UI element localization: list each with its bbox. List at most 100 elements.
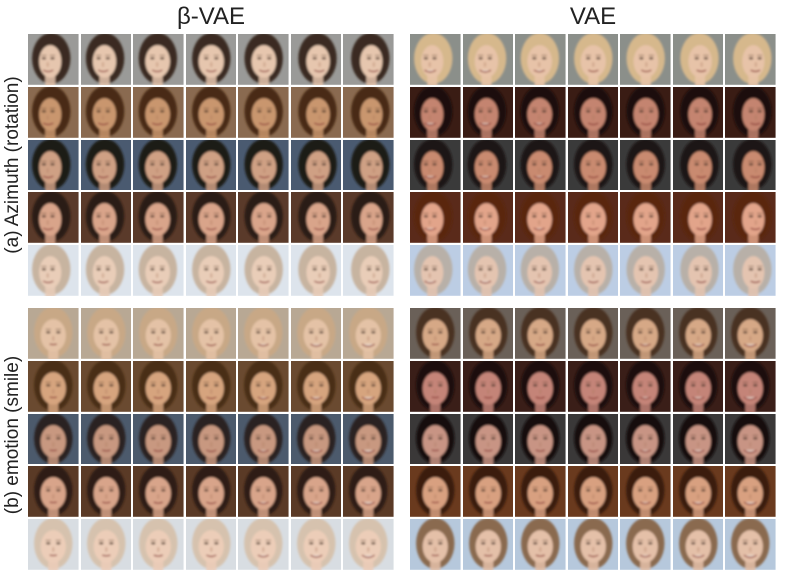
- face-thumbnail: [462, 192, 514, 244]
- face-thumbnail: [410, 360, 461, 412]
- face-thumbnail: [133, 86, 184, 138]
- face-thumbnail: [80, 413, 132, 465]
- face-thumbnail: [28, 139, 79, 191]
- face-thumbnail: [290, 139, 342, 191]
- face-thumbnail: [410, 413, 461, 465]
- face-thumbnail: [80, 86, 132, 138]
- face-thumbnail: [515, 245, 566, 296]
- face-thumbnail: [620, 466, 671, 518]
- face-thumbnail: [238, 192, 289, 244]
- emotion-beta-vae-grid: [28, 308, 394, 570]
- face-thumbnail: [343, 192, 394, 244]
- face-thumbnail: [672, 413, 724, 465]
- face-thumbnail: [620, 519, 671, 570]
- face-thumbnail: [515, 413, 566, 465]
- face-thumbnail: [80, 34, 132, 85]
- face-thumbnail: [620, 413, 671, 465]
- face-thumbnail: [290, 413, 342, 465]
- face-thumbnail: [462, 139, 514, 191]
- face-thumbnail: [410, 139, 461, 191]
- face-thumbnail: [725, 519, 776, 570]
- face-thumbnail: [515, 308, 566, 359]
- face-thumbnail: [567, 192, 619, 244]
- face-thumbnail: [410, 86, 461, 138]
- face-thumbnail: [290, 34, 342, 85]
- face-thumbnail: [238, 308, 289, 359]
- face-thumbnail: [343, 34, 394, 85]
- face-thumbnail: [672, 86, 724, 138]
- face-thumbnail: [185, 466, 237, 518]
- face-thumbnail: [725, 308, 776, 359]
- face-thumbnail: [80, 139, 132, 191]
- face-thumbnail: [185, 192, 237, 244]
- face-thumbnail: [238, 466, 289, 518]
- face-thumbnail: [80, 360, 132, 412]
- face-thumbnail: [238, 86, 289, 138]
- face-thumbnail: [515, 360, 566, 412]
- face-thumbnail: [343, 245, 394, 296]
- face-thumbnail: [238, 360, 289, 412]
- face-thumbnail: [462, 466, 514, 518]
- face-thumbnail: [133, 413, 184, 465]
- face-thumbnail: [515, 86, 566, 138]
- face-thumbnail: [238, 139, 289, 191]
- azimuth-beta-vae-grid: [28, 34, 394, 296]
- face-thumbnail: [620, 34, 671, 85]
- face-thumbnail: [28, 413, 79, 465]
- face-thumbnail: [620, 245, 671, 296]
- face-thumbnail: [672, 34, 724, 85]
- face-thumbnail: [133, 360, 184, 412]
- face-thumbnail: [80, 245, 132, 296]
- face-thumbnail: [462, 519, 514, 570]
- face-thumbnail: [133, 519, 184, 570]
- face-thumbnail: [185, 245, 237, 296]
- face-thumbnail: [133, 245, 184, 296]
- face-thumbnail: [28, 192, 79, 244]
- face-thumbnail: [185, 86, 237, 138]
- face-thumbnail: [462, 86, 514, 138]
- face-thumbnail: [238, 413, 289, 465]
- face-thumbnail: [462, 413, 514, 465]
- face-thumbnail: [567, 86, 619, 138]
- face-thumbnail: [28, 360, 79, 412]
- face-thumbnail: [462, 360, 514, 412]
- face-thumbnail: [28, 245, 79, 296]
- face-thumbnail: [672, 519, 724, 570]
- face-thumbnail: [185, 139, 237, 191]
- face-thumbnail: [725, 139, 776, 191]
- face-thumbnail: [725, 245, 776, 296]
- face-thumbnail: [343, 86, 394, 138]
- face-thumbnail: [133, 34, 184, 85]
- face-thumbnail: [567, 308, 619, 359]
- face-thumbnail: [567, 360, 619, 412]
- face-thumbnail: [620, 86, 671, 138]
- face-thumbnail: [410, 245, 461, 296]
- face-thumbnail: [238, 519, 289, 570]
- face-thumbnail: [185, 413, 237, 465]
- face-thumbnail: [567, 466, 619, 518]
- emotion-vae-grid: [410, 308, 776, 570]
- face-thumbnail: [725, 466, 776, 518]
- face-thumbnail: [28, 34, 79, 85]
- face-thumbnail: [290, 245, 342, 296]
- face-thumbnail: [410, 519, 461, 570]
- face-thumbnail: [343, 139, 394, 191]
- face-thumbnail: [28, 519, 79, 570]
- face-thumbnail: [725, 360, 776, 412]
- face-thumbnail: [567, 413, 619, 465]
- face-thumbnail: [725, 192, 776, 244]
- face-thumbnail: [620, 139, 671, 191]
- azimuth-row-label: (a) Azimuth (rotation): [2, 76, 23, 254]
- beta-vae-column-title: β-VAE: [176, 3, 246, 30]
- face-thumbnail: [672, 360, 724, 412]
- face-thumbnail: [343, 413, 394, 465]
- face-thumbnail: [567, 245, 619, 296]
- face-thumbnail: [290, 466, 342, 518]
- face-thumbnail: [290, 308, 342, 359]
- face-thumbnail: [133, 466, 184, 518]
- face-thumbnail: [515, 466, 566, 518]
- face-thumbnail: [80, 308, 132, 359]
- face-thumbnail: [343, 360, 394, 412]
- face-thumbnail: [515, 139, 566, 191]
- face-thumbnail: [515, 519, 566, 570]
